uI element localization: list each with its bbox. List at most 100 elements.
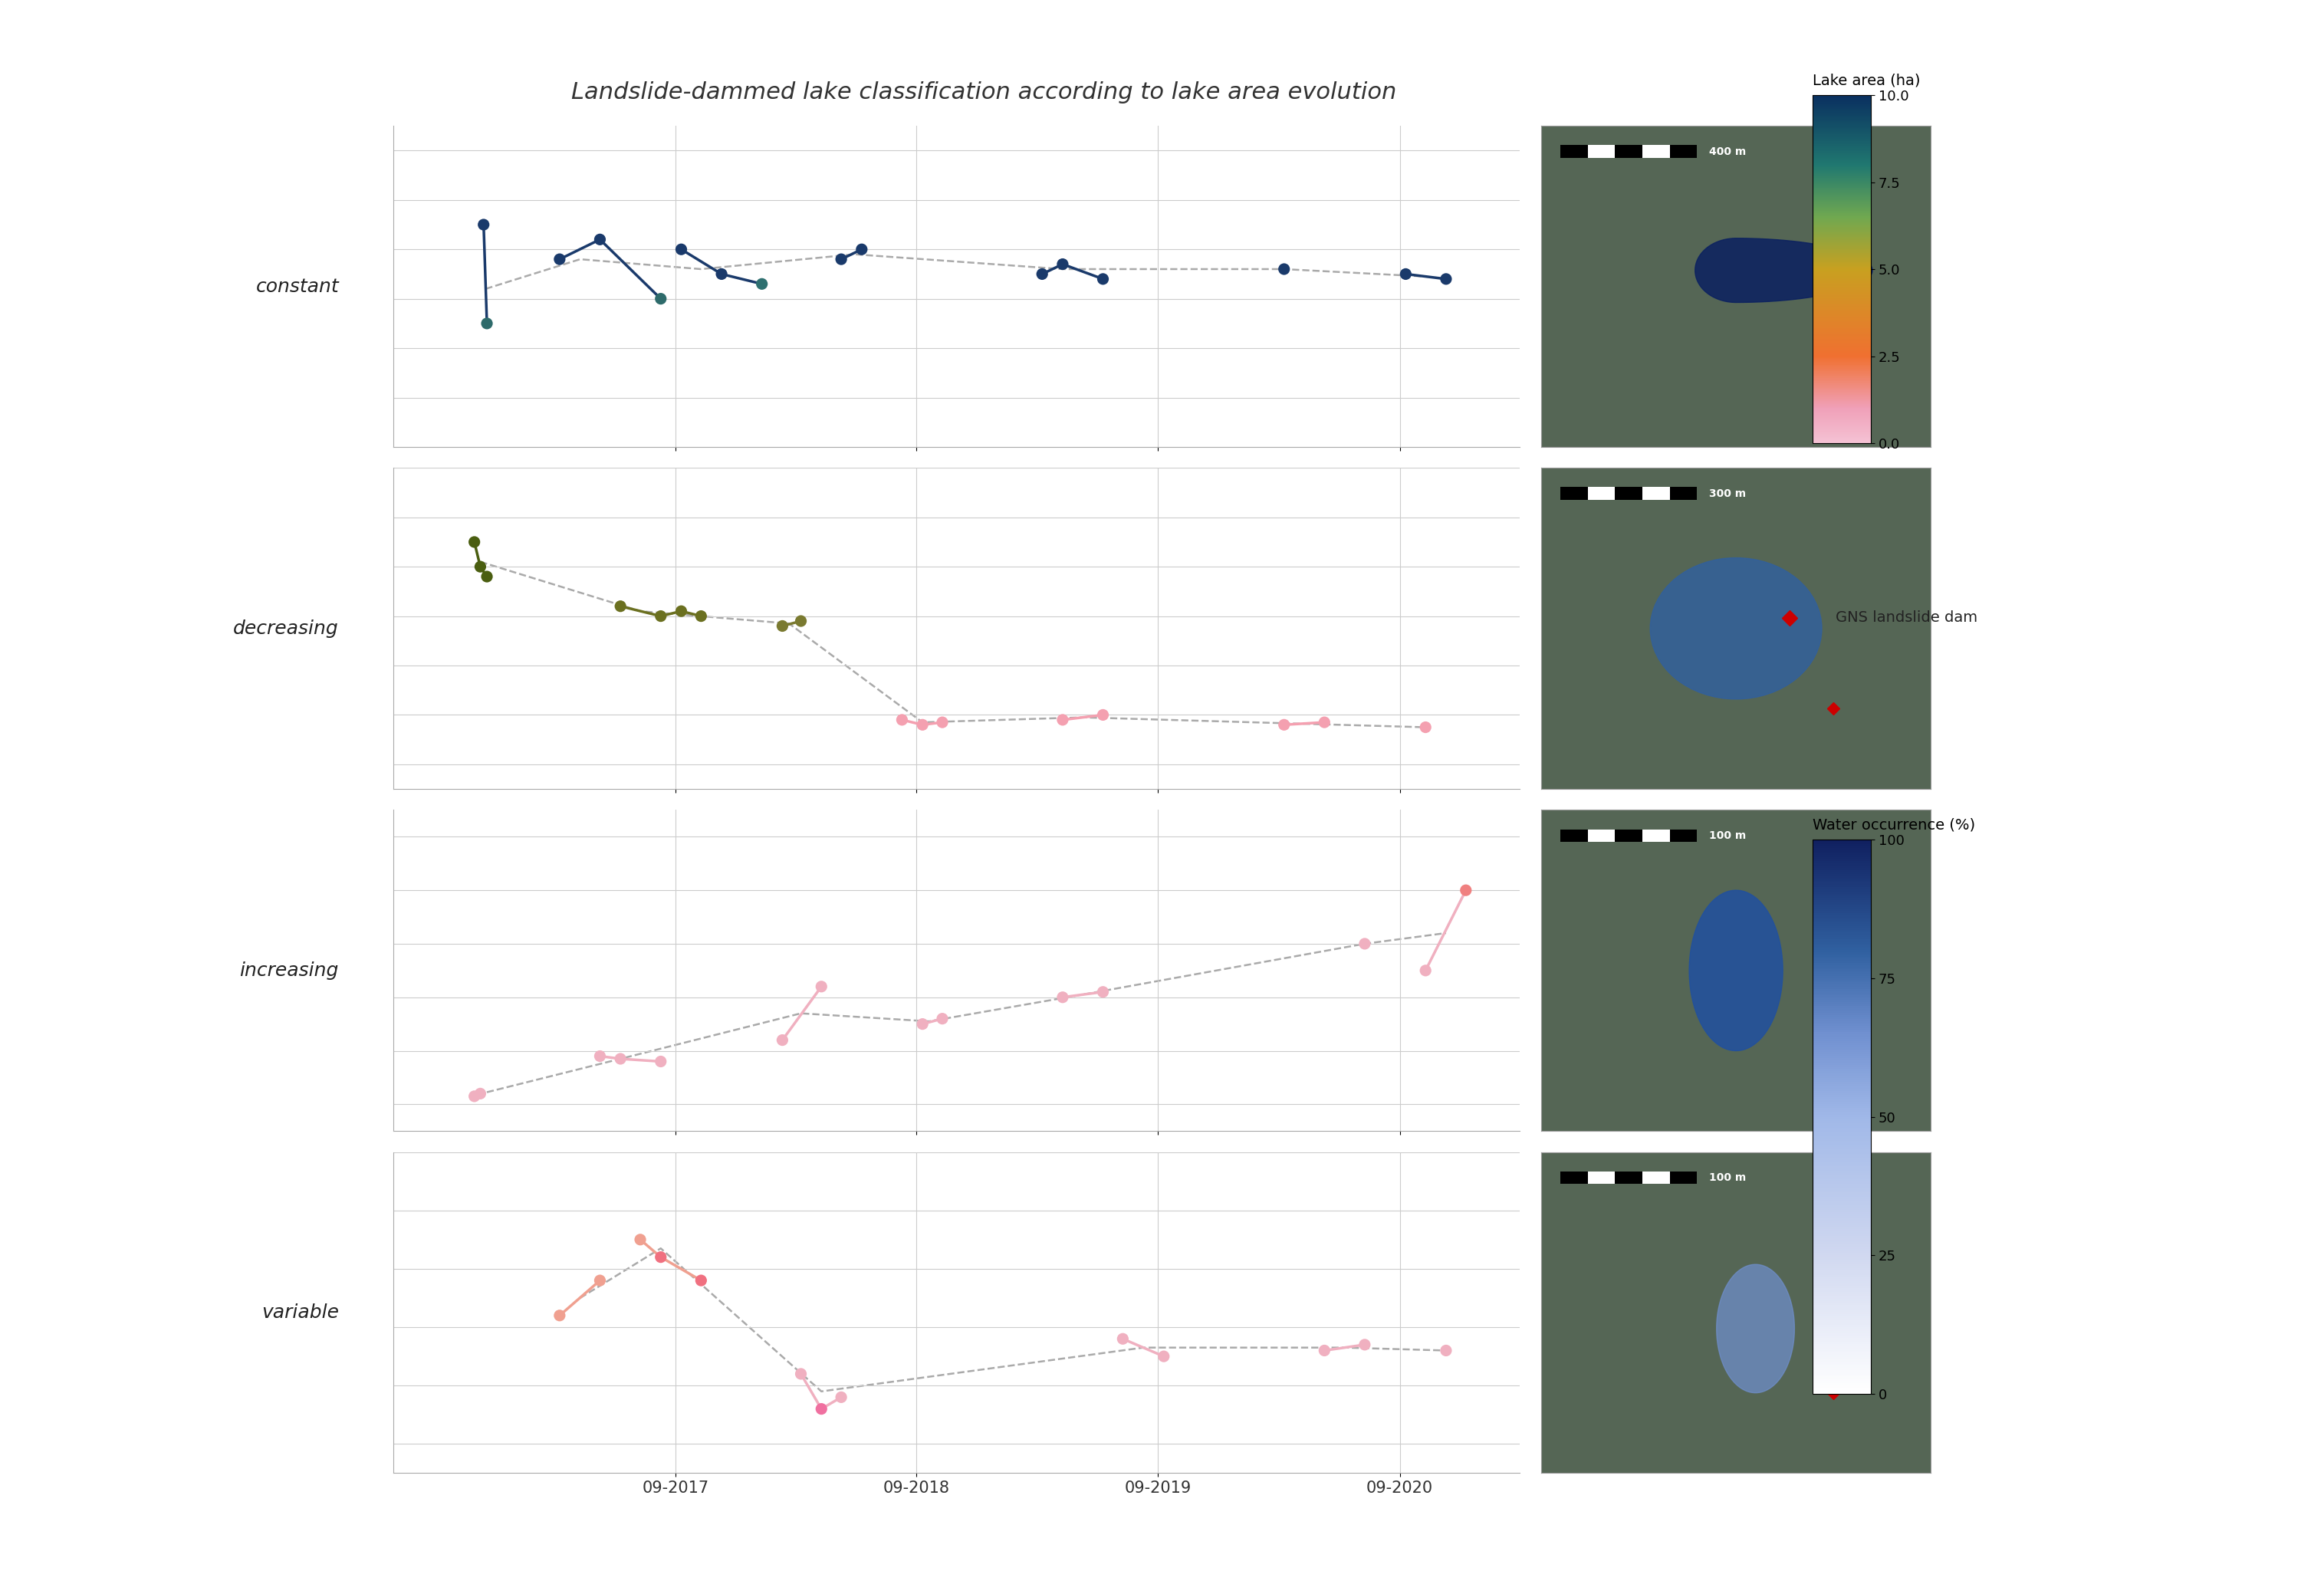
Text: 300 m: 300 m <box>1708 488 1745 499</box>
Point <box>581 1267 618 1293</box>
Polygon shape <box>1717 1264 1794 1392</box>
Point <box>641 1245 679 1270</box>
Bar <box>1643 830 1669 843</box>
Point <box>802 974 839 1000</box>
Bar <box>1559 146 1587 158</box>
Point <box>1306 710 1343 735</box>
Bar <box>1615 830 1643 843</box>
Bar <box>1587 830 1615 843</box>
Point <box>581 1044 618 1069</box>
Point <box>923 1006 960 1031</box>
Point <box>923 710 960 735</box>
Point <box>823 1384 860 1410</box>
Point <box>469 564 507 589</box>
Point <box>581 227 618 252</box>
Bar <box>1559 830 1697 843</box>
Point <box>1306 1338 1343 1364</box>
Bar <box>1643 1171 1669 1185</box>
Point <box>1146 1343 1183 1369</box>
Bar <box>1615 146 1643 158</box>
Point <box>1427 266 1464 291</box>
Title: Lake area (ha): Lake area (ha) <box>1813 73 1920 87</box>
Point <box>602 1045 639 1071</box>
Bar <box>1559 488 1587 501</box>
Point <box>641 1049 679 1074</box>
Point <box>1406 958 1443 984</box>
Bar <box>1559 1171 1697 1185</box>
Bar <box>1643 488 1669 501</box>
Point <box>1085 979 1122 1004</box>
Point <box>1387 261 1425 287</box>
Title: Water occurrence (%): Water occurrence (%) <box>1813 817 1975 832</box>
Text: 400 m: 400 m <box>1708 146 1745 157</box>
Bar <box>1559 1171 1587 1185</box>
Polygon shape <box>1694 238 1873 303</box>
Point <box>1043 706 1081 732</box>
Point <box>744 271 781 296</box>
Point <box>541 247 579 272</box>
Bar <box>1643 146 1669 158</box>
Point <box>1267 257 1304 282</box>
Point <box>883 706 920 732</box>
Bar <box>1669 146 1697 158</box>
Point <box>641 604 679 629</box>
Point <box>1346 1332 1383 1357</box>
Circle shape <box>1650 558 1822 699</box>
Point <box>456 1083 493 1109</box>
Bar <box>1615 488 1643 501</box>
Point <box>1104 1326 1141 1351</box>
Point <box>783 1361 820 1386</box>
Point <box>783 608 820 634</box>
Point <box>623 1228 660 1253</box>
Point <box>765 613 802 638</box>
Bar <box>1669 488 1697 501</box>
Point <box>683 604 720 629</box>
Point <box>823 247 860 272</box>
Bar <box>1615 1171 1643 1185</box>
Point <box>662 236 700 261</box>
Point <box>1406 714 1443 740</box>
Point <box>1346 931 1383 957</box>
Point <box>1427 1338 1464 1364</box>
Point <box>702 261 739 287</box>
Point <box>844 236 881 261</box>
Bar <box>1669 830 1697 843</box>
Point <box>904 713 941 738</box>
Point <box>1085 266 1122 291</box>
Point <box>469 310 507 336</box>
Point <box>456 529 493 554</box>
Bar <box>1559 488 1697 501</box>
Point <box>683 1267 720 1293</box>
Text: 100 m: 100 m <box>1708 830 1745 841</box>
Point <box>1448 878 1485 903</box>
Bar <box>1559 146 1697 158</box>
Point <box>765 1028 802 1053</box>
Polygon shape <box>1690 890 1783 1050</box>
Point <box>462 554 500 580</box>
Text: decreasing: decreasing <box>232 619 339 638</box>
Text: variable: variable <box>263 1304 339 1321</box>
Point <box>662 599 700 624</box>
Point <box>802 1396 839 1421</box>
Bar <box>1559 830 1587 843</box>
Point <box>904 1011 941 1036</box>
Point <box>1023 261 1060 287</box>
Point <box>1085 702 1122 727</box>
Text: GNS landslide dam: GNS landslide dam <box>1836 610 1978 626</box>
Bar <box>1587 1171 1615 1185</box>
Bar <box>1587 146 1615 158</box>
Point <box>1043 252 1081 277</box>
Point <box>1267 713 1304 738</box>
Point <box>465 212 502 238</box>
Bar <box>1587 488 1615 501</box>
Bar <box>1669 1171 1697 1185</box>
Text: constant: constant <box>256 277 339 296</box>
Text: Landslide-dammed lake classification according to lake area evolution: Landslide-dammed lake classification acc… <box>572 81 1397 103</box>
Text: 100 m: 100 m <box>1708 1172 1745 1183</box>
Point <box>1043 985 1081 1011</box>
Point <box>641 287 679 312</box>
Text: increasing: increasing <box>239 961 339 980</box>
Point <box>541 1302 579 1327</box>
Point <box>602 594 639 619</box>
Point <box>462 1080 500 1106</box>
